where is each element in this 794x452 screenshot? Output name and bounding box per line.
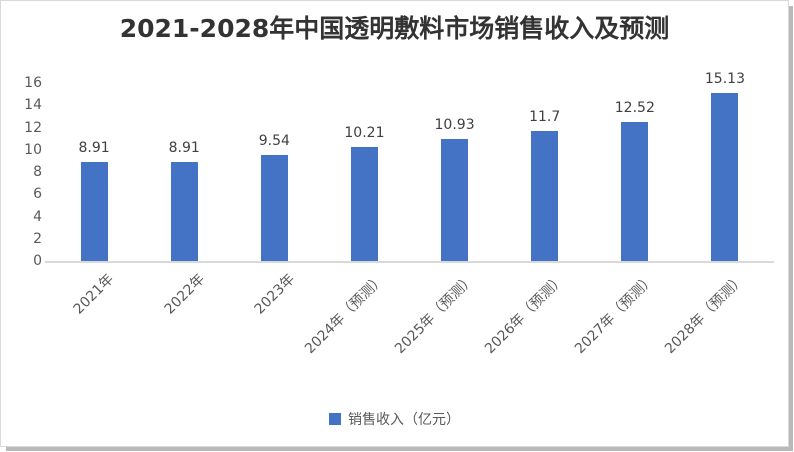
y-axis-tick-label: 16 — [24, 75, 42, 91]
x-axis-label: 2023年 — [251, 271, 298, 318]
bar-group: 9.54 — [229, 133, 319, 261]
y-axis-tick-label: 8 — [33, 164, 42, 180]
bar — [170, 161, 198, 261]
bar-value-label: 8.91 — [78, 139, 110, 156]
y-axis-tick-label: 12 — [24, 119, 42, 136]
bar — [80, 161, 108, 261]
chart-title: 2021-2028年中国透明敷料市场销售收入及预测 — [119, 14, 670, 43]
bar — [441, 139, 469, 261]
x-axis-label: 2022年 — [161, 271, 208, 318]
bar-value-label: 10.93 — [434, 117, 475, 134]
bar — [260, 154, 288, 261]
y-axis-tick-label: 10 — [24, 141, 42, 158]
bar-value-label: 10.21 — [344, 125, 385, 142]
x-axis-labels: 2021年 2022年 2023年 2024年（预测） 2025年（预测） 2026年（预… — [49, 269, 770, 404]
y-axis-tick-label: 14 — [24, 97, 42, 114]
bar-value-label: 9.54 — [258, 132, 290, 149]
bar — [350, 147, 378, 261]
y-axis-tick-label: 6 — [33, 186, 42, 203]
bar-group: 10.93 — [410, 117, 500, 261]
bar-value-label: 12.52 — [614, 99, 655, 116]
y-axis: 0 2 4 6 8 10 12 14 16 — [1, 75, 42, 269]
y-axis-tick-label: 0 — [33, 253, 42, 269]
x-axis-label: 2025年（预测） — [391, 271, 478, 358]
bar — [531, 130, 559, 261]
bar-group: 8.91 — [139, 140, 229, 261]
bar-value-label: 8.91 — [168, 139, 200, 156]
y-axis-tick-label: 4 — [33, 208, 42, 225]
x-axis-label: 2021年 — [71, 271, 118, 318]
bar-group: 12.52 — [590, 100, 680, 261]
bar-series: 8.91 8.91 9.54 10.21 10.93 11.7 12.52 15.13 — [49, 71, 770, 261]
bar — [711, 92, 739, 261]
x-axis-label: 2028年（预测） — [662, 271, 749, 358]
bar — [621, 121, 649, 261]
bar-group: 11.7 — [500, 109, 590, 261]
bar-group: 8.91 — [49, 140, 139, 261]
y-axis-tick-label: 2 — [33, 230, 42, 247]
x-axis-label: 2026年（预测） — [482, 271, 569, 358]
bar-group: 15.13 — [680, 71, 770, 261]
x-axis-label: 2024年（预测） — [301, 271, 388, 358]
legend-swatch-icon — [329, 413, 341, 425]
plot-area: 0 2 4 6 8 10 12 14 16 8.91 8.91 9.54 10.21 10.93 11.7… — [1, 1, 788, 446]
bar-value-label: 15.13 — [704, 70, 745, 87]
x-axis-label: 2027年（预测） — [572, 271, 659, 358]
legend: 销售收入（亿元） — [1, 409, 788, 429]
bar-value-label: 11.7 — [529, 108, 561, 125]
bar-group: 10.21 — [319, 125, 409, 261]
legend-label: 销售收入（亿元） — [348, 412, 460, 428]
x-axis-line — [45, 261, 774, 263]
